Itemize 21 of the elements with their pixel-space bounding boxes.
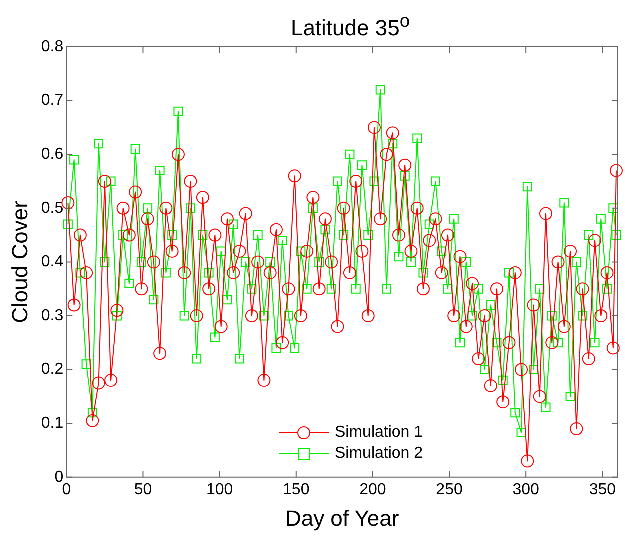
legend-label: Simulation 2 — [335, 444, 424, 462]
x-tick-label: 150 — [283, 481, 310, 498]
y-tick-label: 0.2 — [41, 361, 64, 378]
x-tick-label: 50 — [134, 481, 152, 498]
y-tick-label: 0.4 — [41, 254, 64, 271]
legend-label: Simulation 1 — [335, 424, 424, 442]
x-tick-label: 350 — [589, 481, 616, 498]
x-axis-title: Day of Year — [285, 506, 400, 531]
y-tick-label: 0.8 — [41, 38, 64, 56]
y-tick-label: 0 — [54, 468, 64, 486]
y-tick-label: 0.7 — [41, 92, 64, 110]
y-tick-label: 0.6 — [41, 146, 64, 164]
y-tick-label: 0.1 — [41, 415, 64, 432]
x-tick-label: 100 — [206, 481, 234, 498]
y-axis-title: Cloud Cover — [7, 201, 32, 324]
y-tick-label: 0.3 — [41, 307, 64, 324]
x-tick-label: 250 — [436, 481, 463, 498]
chart-title: Latitude 35$^{o}$ — [290, 10, 412, 42]
y-tick-label: 0.5 — [41, 200, 64, 217]
x-tick-label: 300 — [512, 481, 540, 498]
x-tick-label: 200 — [360, 481, 386, 498]
